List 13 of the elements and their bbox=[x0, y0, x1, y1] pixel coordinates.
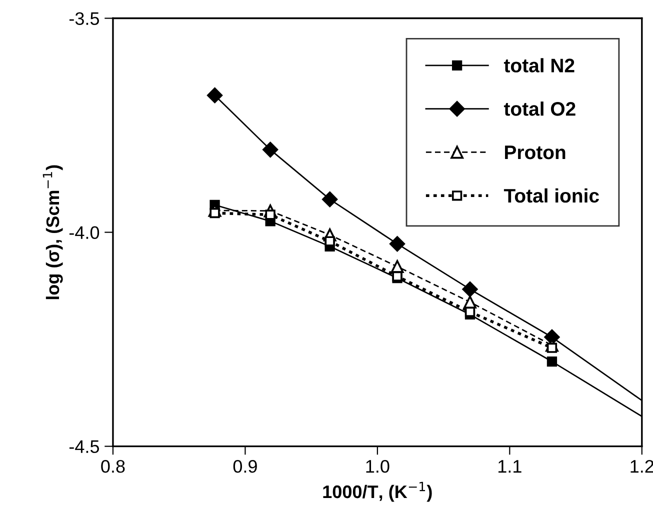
legend-label: Total ionic bbox=[504, 188, 599, 203]
y-tick-label: -4.0 bbox=[69, 226, 100, 240]
x-tick-label: 0.9 bbox=[233, 460, 257, 473]
legend-label: total O2 bbox=[504, 102, 576, 116]
legend-label: Proton bbox=[505, 146, 566, 160]
x-tick-label: 1.0 bbox=[366, 460, 390, 473]
x-axis-title: 1000/T, (K$^{−1}$) bbox=[323, 482, 432, 502]
legend-label: total N2 bbox=[504, 58, 574, 72]
y-tick-label: -3.5 bbox=[69, 12, 100, 25]
x-tick-label: 0.8 bbox=[101, 460, 125, 473]
y-axis-title: log (σ), (Scm$^{−1}$) bbox=[42, 165, 63, 300]
y-tick-label: -4.5 bbox=[69, 440, 100, 454]
x-tick-label: 1.1 bbox=[498, 460, 522, 473]
